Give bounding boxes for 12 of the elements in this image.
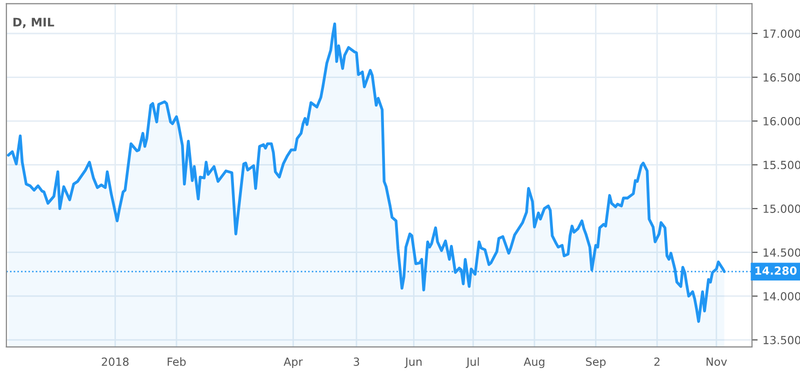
ref-line-label: 14.280 [755, 266, 797, 275]
x-tick-label: 3 [354, 358, 360, 366]
x-tick-label: Sep [586, 358, 606, 368]
x-tick-label: 2 [654, 358, 660, 366]
x-tick-label: Apr [284, 358, 303, 368]
x-tick-label: Nov [706, 358, 727, 366]
x-tick-label: Jul [466, 357, 479, 368]
x-tick-label: Aug [524, 358, 544, 368]
x-tick-label: Jun [404, 358, 422, 368]
x-tick-label: 2018 [102, 358, 129, 366]
x-tick-label: Feb [168, 357, 186, 366]
text: D, MIL [13, 18, 54, 28]
